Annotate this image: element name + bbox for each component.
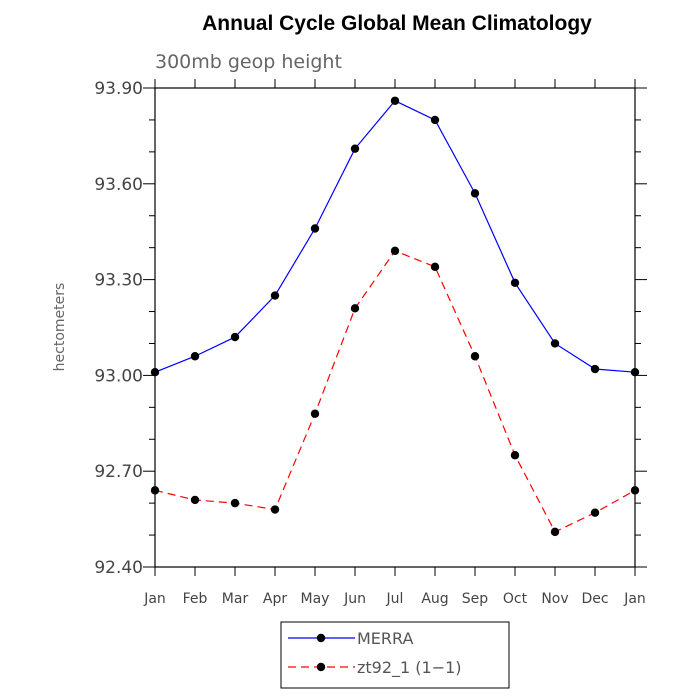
x-tick-label: Jul xyxy=(386,591,404,607)
data-point-zt92 xyxy=(510,451,520,460)
legend-label-merra: MERRA xyxy=(357,629,414,648)
series-lines xyxy=(150,96,640,537)
data-point-zt92 xyxy=(350,304,360,313)
data-point-merra xyxy=(470,189,480,198)
legend-box xyxy=(280,621,510,689)
y-tick-label: 92.40 xyxy=(94,558,143,578)
data-point-zt92 xyxy=(630,486,640,495)
data-point-merra xyxy=(350,144,360,153)
data-point-zt92 xyxy=(270,505,280,514)
x-tick-label: Jan xyxy=(143,591,166,607)
y-axis-label: hectometers xyxy=(52,283,68,372)
x-tick-label: Mar xyxy=(222,591,249,607)
chart-title: Annual Cycle Global Mean Climatology xyxy=(202,12,592,35)
legend: MERRA zt92_1 (1−1) xyxy=(280,621,510,689)
y-tick-label: 92.70 xyxy=(94,462,143,482)
data-point-zt92 xyxy=(230,498,240,508)
legend-marker-zt92 xyxy=(316,662,326,672)
y-tick-label: 93.90 xyxy=(94,79,143,99)
data-point-zt92 xyxy=(150,486,160,495)
data-point-zt92 xyxy=(470,352,480,361)
data-point-merra xyxy=(150,368,160,377)
data-point-merra xyxy=(190,352,200,361)
series-line-zt92 xyxy=(154,250,636,533)
data-point-merra xyxy=(550,339,560,348)
series-line-merra xyxy=(154,100,636,373)
x-tick-label: May xyxy=(301,591,330,607)
x-tick-label: Aug xyxy=(421,591,448,607)
x-tick-label: Oct xyxy=(503,591,528,607)
data-point-zt92 xyxy=(550,527,560,537)
data-point-zt92 xyxy=(390,246,400,256)
data-point-zt92 xyxy=(430,262,440,272)
x-tick-label: Nov xyxy=(541,591,568,607)
data-point-merra xyxy=(270,291,280,300)
chart-subtitle: 300mb geop height xyxy=(155,51,342,73)
data-point-merra xyxy=(590,364,600,374)
data-point-merra xyxy=(230,332,240,342)
x-tick-label: Dec xyxy=(581,591,608,607)
data-point-zt92 xyxy=(590,508,600,517)
x-tick-label: Feb xyxy=(183,591,208,607)
data-point-merra xyxy=(630,368,640,377)
x-tick-label: Jan xyxy=(623,591,646,607)
data-point-merra xyxy=(510,278,520,287)
axes: 92.40 92.70 93.00 93.30 93.60 93.90 Jan Feb Mar A… xyxy=(94,79,647,607)
y-tick-label: 93.60 xyxy=(94,175,143,195)
data-point-zt92 xyxy=(310,409,320,418)
x-tick-label: Apr xyxy=(263,591,287,607)
x-tick-label: Sep xyxy=(462,591,489,607)
data-point-merra xyxy=(390,96,400,105)
data-point-zt92 xyxy=(190,495,200,505)
x-tick-label: Jun xyxy=(343,591,366,607)
y-tick-label: 93.30 xyxy=(94,271,143,291)
plot-frame xyxy=(154,87,636,568)
data-point-merra xyxy=(430,115,440,125)
data-point-merra xyxy=(310,224,320,233)
legend-label-zt92: zt92_1 (1−1) xyxy=(357,658,462,678)
legend-marker-merra xyxy=(316,633,326,643)
y-tick-label: 93.00 xyxy=(94,366,143,386)
